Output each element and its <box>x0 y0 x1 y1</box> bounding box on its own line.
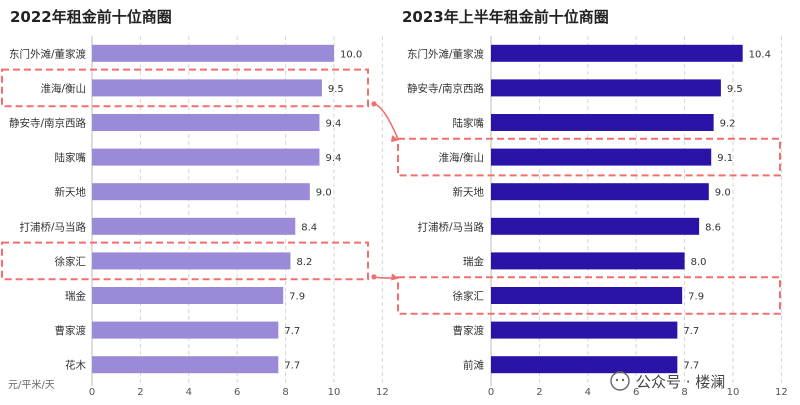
data-label: 7.7 <box>284 361 300 372</box>
bar <box>92 148 320 166</box>
x-tick-label: 4 <box>585 387 591 398</box>
bar <box>491 287 683 304</box>
x-tick-label: 2 <box>137 387 143 398</box>
category-label: 打浦桥/马当路 <box>19 220 86 233</box>
bar <box>491 356 678 374</box>
arrow-head <box>391 135 399 143</box>
x-tick-label: 6 <box>633 387 639 398</box>
unit-label: 元/平米/天 <box>8 378 55 391</box>
bar <box>92 287 284 304</box>
category-label: 东门外滩/董家渡 <box>9 47 87 60</box>
chart-title: 2023年上半年租金前十位商圈 <box>402 8 609 26</box>
chart-title: 2022年租金前十位商圈 <box>10 8 172 26</box>
category-label: 瑞金 <box>463 255 484 268</box>
category-label: 瑞金 <box>65 290 86 303</box>
bar <box>92 321 279 339</box>
data-label: 9.4 <box>325 153 341 164</box>
x-tick-label: 2 <box>536 387 542 398</box>
chart-2023h1: 2023年上半年租金前十位商圈 0 2 4 6 8 10 12 东门外滩/董家渡 10.4 静安寺/… <box>397 8 788 398</box>
data-label: 8.2 <box>296 257 312 268</box>
bar <box>491 252 685 270</box>
bar <box>491 114 714 131</box>
highlight-box <box>1 241 369 281</box>
bar <box>491 44 743 62</box>
x-tick-label: 6 <box>234 387 240 398</box>
data-label: 7.9 <box>289 292 305 303</box>
data-label: 9.4 <box>325 119 341 130</box>
bar <box>491 79 721 97</box>
data-label: 7.7 <box>683 361 699 372</box>
bar <box>491 183 709 201</box>
data-label: 9.0 <box>316 188 332 199</box>
data-label: 9.1 <box>717 153 733 164</box>
bar <box>491 217 700 235</box>
bar <box>491 321 678 339</box>
x-tick-label: 12 <box>376 387 389 398</box>
data-label: 7.9 <box>688 292 704 303</box>
bar <box>92 356 279 374</box>
data-label: 7.7 <box>683 326 699 337</box>
category-label: 东门外滩/董家渡 <box>407 47 485 60</box>
connector-arrows <box>371 101 399 281</box>
category-label: 曹家渡 <box>453 324 485 337</box>
x-tick-label: 0 <box>488 387 494 398</box>
x-tick-label: 4 <box>186 387 192 398</box>
connector-line <box>373 103 399 140</box>
category-label: 打浦桥/马当路 <box>417 220 484 233</box>
arrow-head <box>391 273 399 281</box>
category-label: 徐家汇 <box>55 255 87 268</box>
data-label: 9.5 <box>727 84 743 95</box>
category-label: 陆家嘴 <box>55 151 87 164</box>
data-label: 8.6 <box>705 222 721 233</box>
data-label: 9.5 <box>328 84 344 95</box>
bar <box>92 183 310 201</box>
x-tick-label: 8 <box>282 387 288 398</box>
category-label: 静安寺/南京西路 <box>9 117 87 130</box>
bar <box>92 114 320 131</box>
data-label: 10.0 <box>340 49 362 60</box>
category-label: 淮海/衡山 <box>40 82 86 95</box>
x-tick-label: 10 <box>328 387 341 398</box>
wechat-icon-dot <box>615 378 619 382</box>
data-label: 9.0 <box>715 188 731 199</box>
chart-2022: 2022年租金前十位商圈 0 2 4 6 8 10 12 元/平米/天 东门外滩/董家渡 10.0 淮… <box>1 8 389 398</box>
x-tick-label: 10 <box>727 387 740 398</box>
watermark-text: 公众号 · 楼澜 <box>636 373 725 391</box>
data-label: 9.2 <box>720 119 736 130</box>
category-label: 前滩 <box>463 359 484 372</box>
highlight-box <box>397 137 781 177</box>
category-label: 徐家汇 <box>453 290 485 303</box>
category-label: 淮海/衡山 <box>438 151 484 164</box>
data-label: 8.0 <box>691 257 707 268</box>
category-label: 花木 <box>65 359 86 372</box>
data-label: 7.7 <box>284 326 300 337</box>
watermark: 公众号 · 楼澜 <box>610 371 725 391</box>
wechat-icon <box>610 371 630 391</box>
highlight-box <box>1 68 369 108</box>
wechat-icon-dot <box>621 378 625 382</box>
bar <box>92 44 334 62</box>
category-label: 曹家渡 <box>55 324 87 337</box>
bar <box>92 79 322 97</box>
category-label: 新天地 <box>453 186 485 199</box>
bar <box>92 252 291 270</box>
bar <box>92 217 296 235</box>
highlight-box <box>397 276 781 315</box>
category-label: 新天地 <box>55 186 87 199</box>
x-tick-label: 0 <box>89 387 95 398</box>
category-label: 静安寺/南京西路 <box>407 82 485 95</box>
x-tick-label: 8 <box>681 387 687 398</box>
category-label: 陆家嘴 <box>453 117 485 130</box>
data-label: 8.4 <box>301 222 317 233</box>
data-label: 10.4 <box>749 49 771 60</box>
x-tick-label: 12 <box>775 387 788 398</box>
bar <box>491 148 712 166</box>
